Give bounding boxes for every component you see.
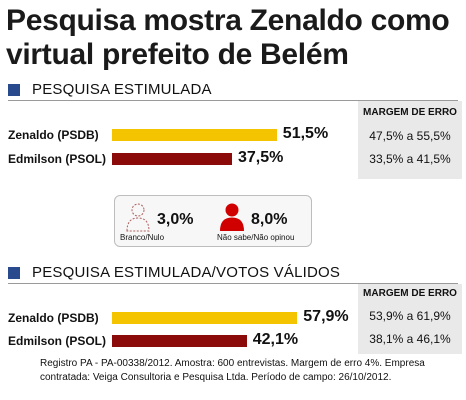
bar-edmilson: [112, 335, 247, 347]
section-title: PESQUISA ESTIMULADA: [32, 81, 212, 98]
value-label-zenaldo: 57,9%: [303, 308, 349, 325]
margin-value-edmilson: 33,5% a 41,5%: [369, 152, 451, 166]
bar-zenaldo: [112, 312, 298, 324]
section-divider: [8, 283, 458, 284]
bar-edmilson: [112, 153, 232, 165]
legend-value-nao-sabe: 8,0%: [251, 211, 288, 228]
person-outline-icon: [126, 203, 150, 232]
section-marker-square: [8, 267, 20, 279]
margin-of-error-box: MARGEM DE ERRO 53,9% a 61,9% 38,1% a 46,…: [358, 284, 462, 354]
section-divider: [8, 100, 458, 101]
candidate-label-edmilson: Edmilson (PSOL): [8, 334, 107, 348]
section-heading-votos-validos: PESQUISA ESTIMULADA/VOTOS VÁLIDOS: [8, 264, 458, 286]
legend-label-nao-sabe: Não sabe/Não opinou: [217, 233, 295, 242]
margin-header: MARGEM DE ERRO: [363, 107, 457, 118]
value-label-edmilson: 42,1%: [252, 331, 299, 348]
candidate-label-edmilson: Edmilson (PSOL): [8, 152, 107, 166]
legend-value-branco: 3,0%: [157, 211, 194, 228]
margin-value-zenaldo: 53,9% a 61,9%: [369, 309, 451, 323]
candidate-label-zenaldo: Zenaldo (PSDB): [8, 128, 99, 142]
section-title: PESQUISA ESTIMULADA/VOTOS VÁLIDOS: [32, 264, 341, 281]
legend-label-branco: Branco/Nulo: [120, 233, 165, 242]
margin-of-error-box: MARGEM DE ERRO 47,5% a 55,5% 33,5% a 41,…: [358, 101, 462, 179]
value-label-zenaldo: 51,5%: [282, 125, 329, 142]
section-marker-square: [8, 84, 20, 96]
margin-header: MARGEM DE ERRO: [363, 288, 457, 299]
legend-box: 3,0% Branco/Nulo 8,0% Não sabe/Não opino…: [114, 195, 312, 247]
section-heading-estimulada: PESQUISA ESTIMULADA: [8, 81, 458, 103]
bar-zenaldo: [112, 129, 277, 141]
footer-note: Registro PA - PA-00338/2012. Amostra: 60…: [40, 358, 425, 383]
chart-title: Pesquisa mostra Zenaldo como virtual pre…: [6, 4, 450, 71]
candidate-label-zenaldo: Zenaldo (PSDB): [8, 311, 99, 325]
person-red-icon: [220, 203, 244, 231]
margin-value-edmilson: 38,1% a 46,1%: [369, 332, 451, 346]
value-label-edmilson: 37,5%: [238, 149, 284, 166]
margin-value-zenaldo: 47,5% a 55,5%: [369, 129, 451, 143]
